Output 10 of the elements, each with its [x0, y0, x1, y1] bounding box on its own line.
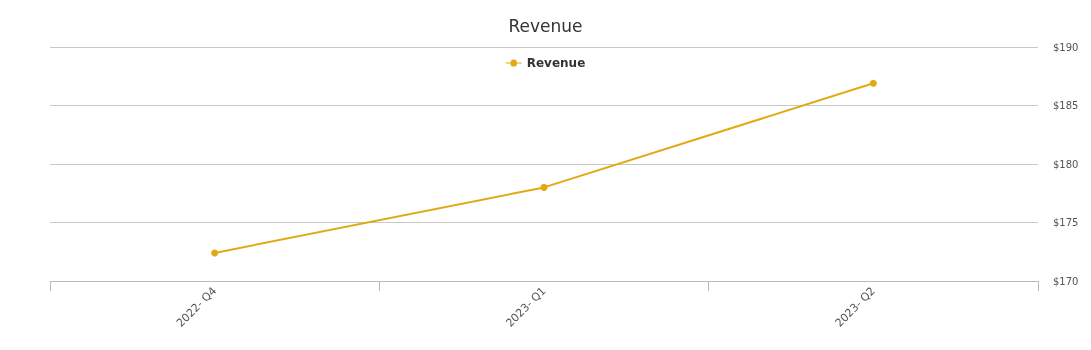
y-tick-label: $175 — [1053, 217, 1079, 228]
y-tick-label: $170 — [1053, 275, 1079, 287]
point — [869, 79, 877, 87]
y-tick-label: $190 — [1053, 41, 1079, 53]
point — [540, 183, 548, 191]
legend-label: Revenue — [526, 56, 586, 70]
point — [211, 249, 219, 257]
y-tick-label: $180 — [1053, 158, 1079, 170]
y-tick-label: $185 — [1053, 100, 1079, 111]
chart-title: Revenue — [508, 15, 583, 36]
